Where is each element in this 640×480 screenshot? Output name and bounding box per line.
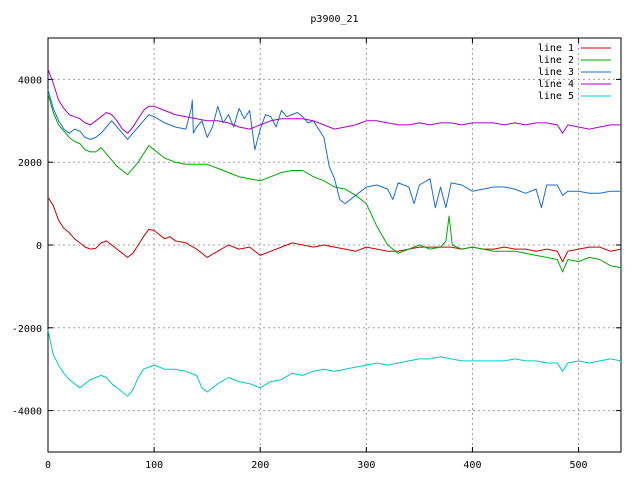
chart-title: p3900_21 — [310, 14, 358, 25]
legend-label-2: line 2 — [538, 55, 574, 66]
y-tick-label: -2000 — [12, 324, 42, 335]
x-tick-label: 200 — [251, 460, 269, 471]
axis-ticks: 0 100 200 300 400 500 -4000 -2000 0 2000 4000 — [12, 38, 621, 471]
x-tick-label: 100 — [145, 460, 163, 471]
x-tick-label: 300 — [357, 460, 375, 471]
legend-label-5: line 5 — [538, 91, 574, 102]
grid — [48, 38, 621, 452]
legend-label-1: line 1 — [538, 43, 574, 54]
x-tick-label: 400 — [463, 460, 481, 471]
series-2-line — [47, 93, 622, 273]
series-lines — [47, 68, 622, 397]
series-4-line — [47, 68, 621, 134]
series-1-line — [47, 197, 622, 263]
series-3-line — [47, 89, 621, 209]
y-tick-label: 4000 — [18, 75, 42, 86]
legend-label-3: line 3 — [538, 67, 574, 78]
y-tick-label: -4000 — [12, 407, 42, 418]
legend-label-4: line 4 — [538, 79, 574, 90]
x-tick-label: 500 — [570, 460, 588, 471]
y-tick-label: 2000 — [18, 158, 42, 169]
series-5-line — [47, 329, 622, 397]
x-tick-label: 0 — [45, 460, 51, 471]
y-tick-label: 0 — [36, 241, 42, 252]
